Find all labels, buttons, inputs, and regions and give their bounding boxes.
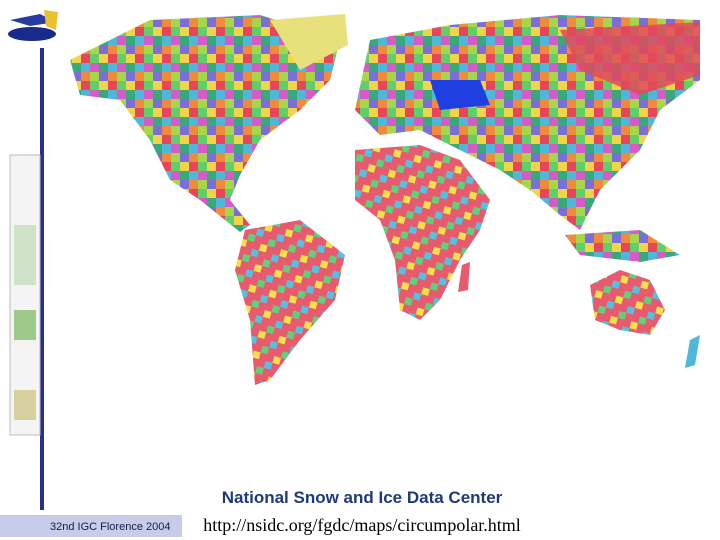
side-bar [40, 48, 44, 510]
siberia [560, 22, 700, 95]
caption-url: http://nsidc.org/fgdc/maps/circumpolar.h… [203, 515, 521, 535]
new-zealand [685, 335, 700, 368]
greenland [270, 14, 348, 70]
footer-text: 32nd IGC Florence 2004 [50, 521, 170, 533]
madagascar [458, 262, 470, 292]
indonesia [565, 230, 680, 262]
caption-title: National Snow and Ice Data Center [222, 488, 503, 507]
australia [590, 270, 665, 335]
thumbnail [9, 154, 41, 436]
south-america [235, 220, 345, 385]
footer-bar [0, 515, 182, 537]
north-america [70, 15, 340, 232]
africa [355, 145, 490, 320]
arctic-blue [430, 80, 490, 110]
logo [8, 10, 58, 41]
world-map [70, 14, 700, 385]
